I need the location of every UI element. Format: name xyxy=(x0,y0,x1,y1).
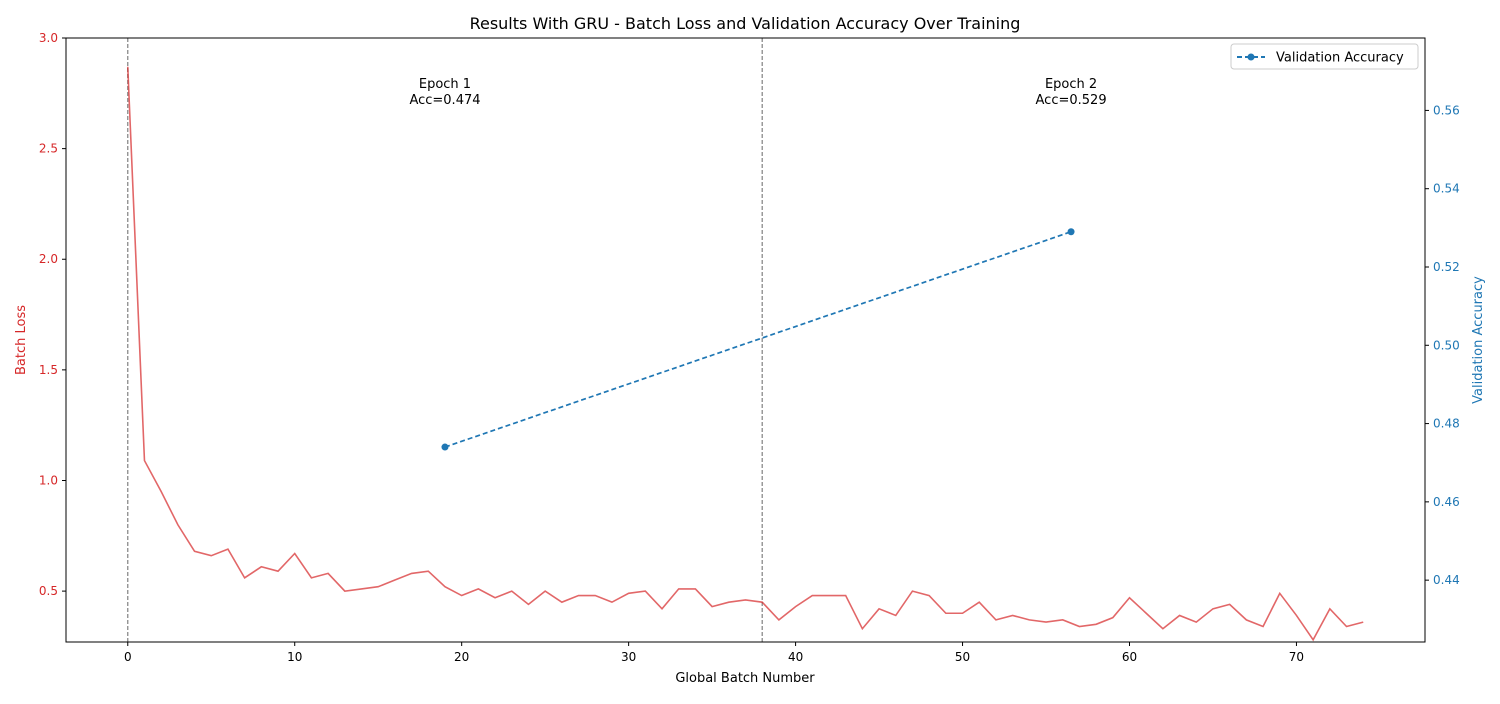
y-right-tick-label: 0.44 xyxy=(1433,573,1460,587)
x-tick-label: 30 xyxy=(621,650,636,664)
plot-area xyxy=(66,38,1425,642)
legend-marker xyxy=(1247,53,1255,61)
axes-frame xyxy=(65,37,1426,643)
y-right-tick-label: 0.48 xyxy=(1433,417,1460,431)
epoch-annotation-title: Epoch 1 xyxy=(419,77,471,92)
x-tick-label: 70 xyxy=(1289,650,1304,664)
chart-title: Results With GRU - Batch Loss and Valida… xyxy=(470,14,1021,33)
validation-accuracy-point xyxy=(441,443,449,451)
y-right-tick-label: 0.56 xyxy=(1433,103,1460,117)
y-right-tick-label: 0.52 xyxy=(1433,260,1460,274)
validation-accuracy-line xyxy=(444,230,1072,448)
y-left-tick-label: 2.0 xyxy=(39,252,58,266)
legend-box xyxy=(1230,43,1419,70)
epoch-annotation-accuracy: Acc=0.474 xyxy=(409,93,480,108)
y-left-tick-label: 3.0 xyxy=(39,31,58,45)
x-tick-label: 20 xyxy=(454,650,469,664)
y-left-tick-label: 2.5 xyxy=(39,142,58,156)
validation-accuracy-point xyxy=(1067,228,1075,236)
legend-entry-label: Validation Accuracy xyxy=(1276,51,1404,66)
x-tick-label: 60 xyxy=(1122,650,1137,664)
y-left-tick-label: 0.5 xyxy=(39,584,58,598)
y-axis-label-right: Validation Accuracy xyxy=(1471,276,1486,404)
epoch-annotation-title: Epoch 2 xyxy=(1045,77,1097,92)
y-right-tick-label: 0.50 xyxy=(1433,338,1460,352)
batch-loss-line xyxy=(126,66,1364,642)
y-right-tick-label: 0.54 xyxy=(1433,182,1460,196)
legend: Validation Accuracy xyxy=(1230,43,1419,70)
x-tick-label: 40 xyxy=(788,650,803,664)
x-tick-label: 10 xyxy=(287,650,302,664)
epoch-annotation-accuracy: Acc=0.529 xyxy=(1036,93,1107,108)
y-right-tick-label: 0.46 xyxy=(1433,495,1460,509)
x-tick-label: 50 xyxy=(955,650,970,664)
x-tick-label: 0 xyxy=(124,650,132,664)
y-left-tick-label: 1.0 xyxy=(39,473,58,487)
x-axis-label: Global Batch Number xyxy=(675,671,815,686)
y-left-tick-label: 1.5 xyxy=(39,363,58,377)
y-axis-label-left: Batch Loss xyxy=(14,305,29,375)
